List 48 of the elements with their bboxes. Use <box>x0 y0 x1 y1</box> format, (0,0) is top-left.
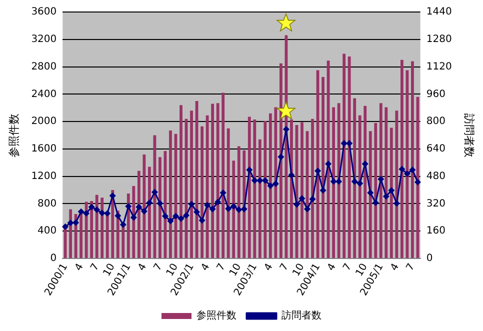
x-tick-label: 4 <box>326 262 338 273</box>
bar <box>237 146 240 258</box>
legend-label: 参照件数 <box>196 310 236 322</box>
y-tick-label: 1600 <box>31 144 57 155</box>
bar <box>216 103 220 258</box>
x-tick-label: 4 <box>73 262 86 273</box>
y2-tick-label: 1440 <box>426 6 452 18</box>
bar <box>84 202 88 258</box>
bar <box>132 186 136 258</box>
x-tick-label: 4 <box>199 262 212 273</box>
y2-tick-label: 1280 <box>426 34 452 45</box>
y-tick-label: 800 <box>38 198 57 210</box>
y2-tick-label: 1120 <box>426 61 452 72</box>
bar <box>264 120 267 258</box>
y-tick-label: 3200 <box>31 34 57 45</box>
bar <box>395 110 398 258</box>
bar <box>258 139 262 258</box>
y2-tick-label: 160 <box>426 226 446 237</box>
y2-axis-title: 訪問者数 <box>462 113 476 158</box>
y-tick-label: 2800 <box>31 61 57 72</box>
x-tick-label: 7 <box>152 262 165 273</box>
bar <box>242 150 246 258</box>
y2-tick-label: 320 <box>426 198 446 210</box>
x-tick-label: 7 <box>278 262 292 273</box>
y-tick-label: 1200 <box>31 170 57 182</box>
legend-label: 訪問者数 <box>282 310 322 322</box>
y2-tick-label: 640 <box>426 144 446 155</box>
y-tick-label: 2400 <box>31 88 57 100</box>
y-tick-label: 2000 <box>31 116 57 128</box>
bar <box>337 103 340 258</box>
x-tick-label: 4 <box>388 262 402 273</box>
y2-tick-label: 960 <box>426 88 446 100</box>
x-tick-label: 4 <box>136 262 150 273</box>
bar <box>206 115 209 258</box>
bar <box>142 154 146 258</box>
y2-tick-label: 800 <box>426 116 446 128</box>
y-tick-label: 0 <box>50 253 57 264</box>
y-tick-label: 400 <box>38 226 57 237</box>
y-tick-label: 3600 <box>31 6 57 18</box>
bar <box>274 107 278 258</box>
x-tick-label: 4 <box>262 262 276 273</box>
x-tick-label: 7 <box>341 262 354 273</box>
y-axis-title: 参照件数 <box>7 113 20 158</box>
x-tick-label: 7 <box>404 262 418 273</box>
y2-tick-label: 0 <box>426 253 433 264</box>
y2-tick-label: 480 <box>426 170 446 182</box>
x-tick-label: 7 <box>88 262 102 273</box>
x-tick-label: 7 <box>215 262 228 273</box>
